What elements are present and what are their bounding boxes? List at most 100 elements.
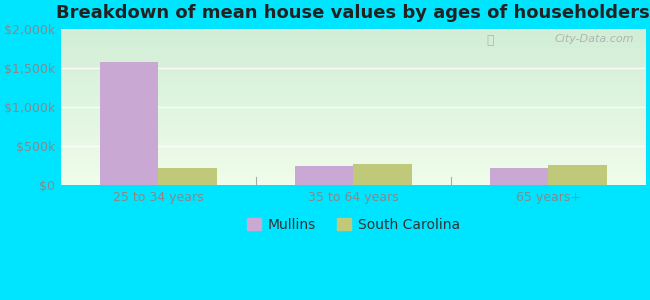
Bar [61, 71, 646, 72]
Bar [61, 107, 646, 108]
Bar [61, 122, 646, 123]
Bar [61, 115, 646, 116]
Bar [61, 104, 646, 105]
Bar [61, 50, 646, 51]
Bar [61, 46, 646, 47]
Bar [61, 81, 646, 82]
Bar [61, 80, 646, 81]
Bar [61, 90, 646, 91]
Bar [61, 174, 646, 175]
Bar [61, 67, 646, 68]
Bar [61, 73, 646, 74]
Bar [61, 49, 646, 50]
Bar [61, 172, 646, 173]
Bar [61, 43, 646, 44]
Bar [61, 37, 646, 38]
Bar [61, 70, 646, 71]
Bar [61, 105, 646, 106]
Bar [61, 181, 646, 182]
Text: City-Data.com: City-Data.com [554, 34, 634, 44]
Bar [61, 121, 646, 122]
Bar [61, 101, 646, 102]
Bar [61, 169, 646, 170]
Bar [61, 165, 646, 166]
Bar [61, 183, 646, 184]
Bar [549, 165, 607, 185]
Bar [100, 62, 159, 185]
Bar [61, 168, 646, 169]
Bar [61, 64, 646, 65]
Bar [61, 60, 646, 61]
Bar [61, 113, 646, 114]
Bar [61, 82, 646, 83]
Bar [61, 93, 646, 94]
Bar [61, 35, 646, 36]
Bar [61, 133, 646, 134]
Bar [61, 97, 646, 98]
Bar [61, 175, 646, 176]
Bar [490, 168, 549, 185]
Bar [61, 58, 646, 59]
Bar [61, 145, 646, 146]
Bar [61, 65, 646, 66]
Bar [61, 55, 646, 56]
Bar [61, 74, 646, 75]
Bar [61, 32, 646, 33]
Bar [61, 34, 646, 35]
Bar [61, 124, 646, 125]
Bar [61, 44, 646, 45]
Bar [61, 119, 646, 120]
Bar [61, 79, 646, 80]
Bar [61, 57, 646, 58]
Bar [61, 156, 646, 157]
Bar [61, 147, 646, 148]
Bar [61, 166, 646, 167]
Bar [61, 125, 646, 126]
Bar [61, 154, 646, 155]
Title: Breakdown of mean house values by ages of householders: Breakdown of mean house values by ages o… [57, 4, 650, 22]
Bar [61, 87, 646, 88]
Bar [61, 128, 646, 129]
Bar [354, 164, 412, 185]
Bar [61, 72, 646, 73]
Bar [61, 42, 646, 43]
Bar [61, 98, 646, 99]
Bar [61, 38, 646, 39]
Bar [61, 151, 646, 152]
Bar [61, 139, 646, 140]
Bar [159, 168, 217, 185]
Bar [61, 131, 646, 132]
Bar [61, 135, 646, 136]
Bar [61, 146, 646, 147]
Bar [61, 138, 646, 139]
Bar [61, 59, 646, 60]
Bar [61, 84, 646, 85]
Bar [61, 106, 646, 107]
Bar [61, 95, 646, 96]
Bar [61, 96, 646, 97]
Bar [61, 130, 646, 131]
Bar [61, 137, 646, 138]
Bar [61, 179, 646, 180]
Legend: Mullins, South Carolina: Mullins, South Carolina [241, 212, 465, 237]
Bar [61, 111, 646, 112]
Bar [61, 136, 646, 137]
Text: ⓘ: ⓘ [486, 34, 494, 47]
Bar [61, 134, 646, 135]
Bar [61, 117, 646, 118]
Bar [61, 53, 646, 54]
Bar [61, 69, 646, 70]
Bar [61, 150, 646, 151]
Bar [61, 161, 646, 162]
Bar [61, 108, 646, 109]
Bar [61, 39, 646, 40]
Bar [61, 176, 646, 177]
Bar [61, 61, 646, 62]
Bar [61, 83, 646, 84]
Bar [61, 109, 646, 110]
Bar [61, 76, 646, 77]
Bar [61, 100, 646, 101]
Bar [61, 144, 646, 145]
Bar [61, 149, 646, 150]
Bar [61, 88, 646, 89]
